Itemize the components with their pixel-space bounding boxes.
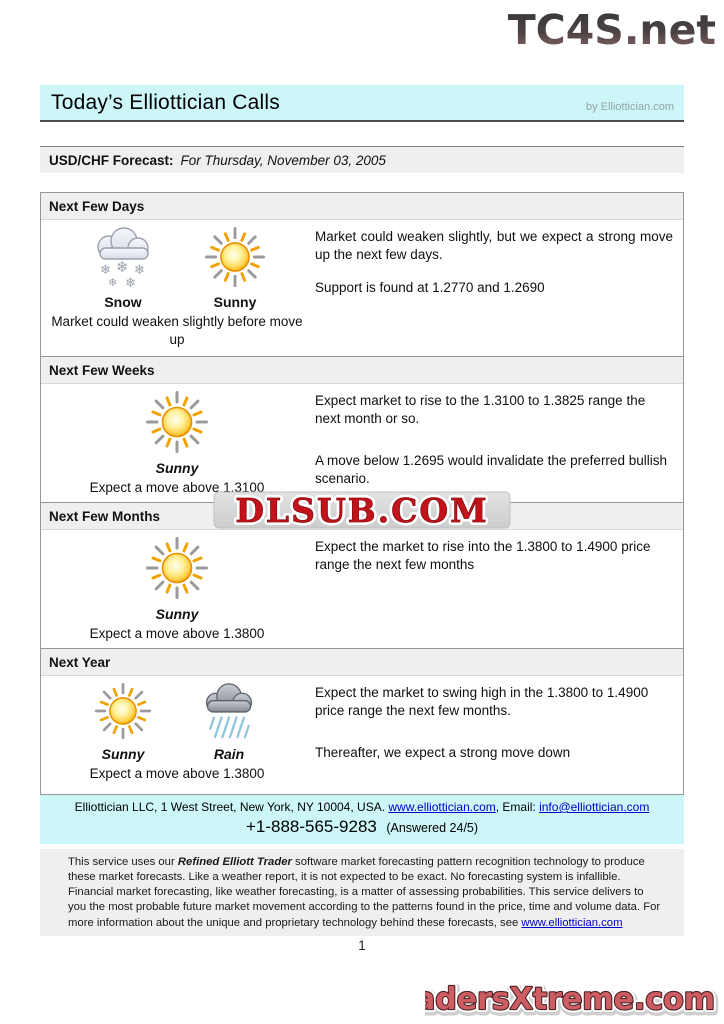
svg-text:❄: ❄ [125, 276, 136, 288]
forecast-paragraph: Expect the market to rise into the 1.380… [315, 539, 651, 573]
forecast-paragraph: Support is found at 1.2770 and 1.2690 [315, 279, 545, 295]
icon-label: Sunny [101, 746, 145, 762]
byline: by Elliottician.com [585, 100, 674, 113]
svg-text:❄: ❄ [108, 276, 117, 288]
weather-caption: Expect a move above 1.3800 [89, 766, 265, 781]
phone-line: +1-888-565-9283 (Answered 24/5) [40, 817, 684, 837]
weather-column: ❄ ❄ ❄ ❄ ❄ Snow [41, 220, 313, 356]
forecast-text-column: Market could weaken slightly, but we exp… [313, 220, 683, 356]
weather-caption: Market could weaken slightly before move… [51, 314, 303, 347]
icon-label: Sunny [155, 460, 199, 476]
disclaimer-box: This service uses our Refined Elliott Tr… [40, 849, 684, 936]
forecast-sections: Next Few Days [40, 192, 684, 795]
forecast-paragraph: Expect market to rise to the 1.3100 to 1… [315, 393, 646, 427]
email-link[interactable]: info@elliottician.com [539, 800, 650, 814]
pair-label: USD/CHF Forecast: [49, 152, 174, 168]
dlsub-logo-text: DLSUB.COM [235, 491, 488, 530]
product-name: Refined Elliott Trader [177, 856, 292, 868]
tc4s-watermark-logo: TC4S.net [483, 1, 718, 60]
svg-text:TradersXtreme.com: TradersXtreme.com [425, 982, 715, 1017]
icon-label: Sunny [155, 606, 199, 622]
tradersxtreme-watermark-logo: TradersXtreme.com TradersXtreme.com Trad… [380, 978, 721, 1024]
title-bar: Today’s Elliottician Calls by Elliottici… [40, 85, 684, 122]
section-next-few-days: Next Few Days [41, 193, 683, 356]
forecast-text-column: Expect market to rise to the 1.3100 to 1… [313, 384, 683, 502]
svg-text:DLSUB.COM: DLSUB.COM [235, 491, 488, 530]
svg-text:❄: ❄ [100, 263, 111, 278]
weather-caption: Expect a move above 1.3100 [89, 480, 265, 495]
rain-icon [198, 683, 260, 744]
page-number: 1 [358, 938, 366, 953]
phone-number: +1-888-565-9283 [245, 817, 377, 836]
svg-text:❄: ❄ [116, 258, 129, 276]
weather-column: Sunny Expect a move above 1.3800 [41, 530, 313, 648]
svg-text:TradersXtreme.com: TradersXtreme.com [425, 984, 716, 1019]
forecast-paragraph: A move below 1.2695 would invalidate the… [315, 452, 667, 487]
company-address-line: Elliottician LLC, 1 West Street, New Yor… [40, 800, 684, 814]
weather-column: Sunny Expect a move above 1.3100 [41, 384, 313, 502]
section-next-few-months: Next Few Months [41, 502, 683, 648]
section-title: Next Year [41, 649, 683, 676]
phone-availability: (Answered 24/5) [386, 821, 479, 835]
email-label: , Email: [495, 800, 540, 814]
weather-column: Sunny [41, 676, 313, 794]
forecast-paragraph: Thereafter, we expect a strong move down [315, 744, 571, 760]
section-next-year: Next Year [41, 648, 683, 794]
section-title: Next Few Weeks [41, 357, 683, 384]
disclaimer-text: software market forecasting pattern reco… [68, 856, 661, 929]
address-text: Elliottician LLC, 1 West Street, New Yor… [74, 800, 389, 814]
icon-label: Snow [104, 294, 142, 310]
section-next-few-weeks: Next Few Weeks [41, 356, 683, 502]
sun-icon [94, 682, 152, 744]
website-link[interactable]: www.elliottician.com [388, 800, 496, 814]
forecast-text-column: Expect the market to swing high in the 1… [313, 676, 683, 794]
sun-icon [145, 537, 209, 604]
section-title: Next Few Days [41, 193, 683, 220]
tradersxtreme-logo-text: TradersXtreme.com [425, 982, 715, 1017]
icon-label: Rain [213, 746, 245, 762]
tc4s-logo-text: TC4S.net [508, 6, 716, 54]
icon-label: Sunny [213, 294, 257, 310]
snow-icon: ❄ ❄ ❄ ❄ ❄ [88, 227, 158, 292]
forecast-paragraph: Market could weaken slightly, but we exp… [315, 229, 673, 263]
disclaimer-text: This service uses our [68, 856, 178, 868]
sun-icon [204, 226, 266, 292]
disclaimer-website-link[interactable]: www.elliottician.com [521, 916, 623, 929]
forecast-pair-bar: USD/CHF Forecast: For Thursday, November… [40, 146, 684, 173]
forecast-paragraph: Expect the market to swing high in the 1… [315, 685, 649, 719]
sun-icon [145, 391, 209, 458]
forecast-text-column: Expect the market to rise into the 1.380… [313, 530, 683, 648]
svg-text:❄: ❄ [134, 263, 145, 278]
page-title: Today’s Elliottician Calls [51, 90, 280, 114]
forecast-date: For Thursday, November 03, 2005 [180, 152, 386, 168]
footer-contact-bar: Elliottician LLC, 1 West Street, New Yor… [40, 795, 684, 844]
dlsub-watermark-logo: DLSUB.COM DLSUB.COM [213, 488, 511, 536]
weather-caption: Expect a move above 1.3800 [89, 626, 265, 641]
